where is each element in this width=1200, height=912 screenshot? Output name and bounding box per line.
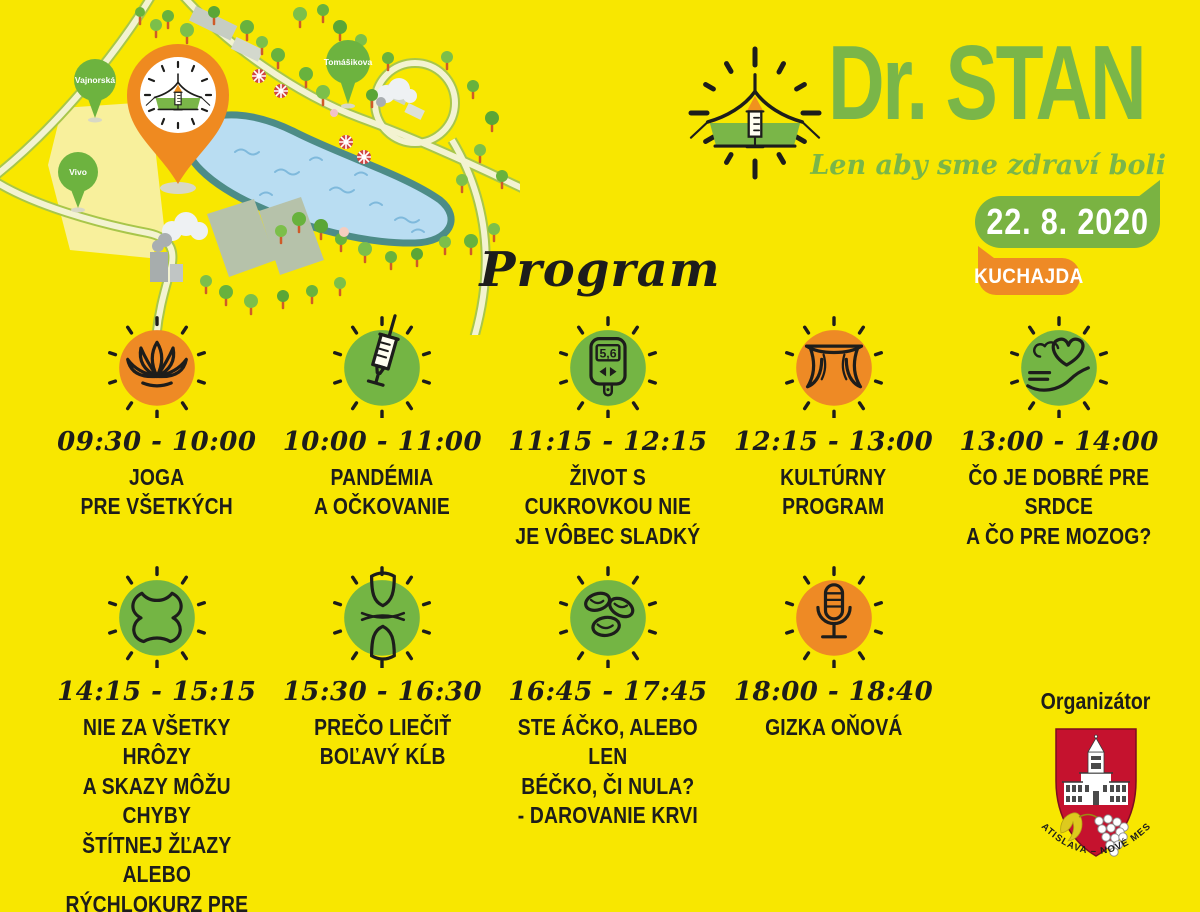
microphone-icon: [784, 566, 883, 668]
organizer-block: Organizátor: [1018, 688, 1174, 885]
shield-grape-emblem: [1060, 812, 1129, 857]
session-card: 15:30 - 16:30 PREČO LIEČIŤ BOĽAVÝ KĹB: [270, 564, 496, 912]
session-title: KULTÚRNY PROGRAM: [780, 464, 887, 520]
event-location-pin: [127, 44, 229, 194]
date-badge: 22. 8. 2020: [975, 196, 1160, 248]
program-row-1: 09:30 - 10:00 JOGA PRE VŠETKÝCH 10:00 - …: [44, 314, 1172, 551]
map-pin-vajnorska: Vajnorská: [74, 59, 116, 123]
joint-icon: [333, 566, 432, 668]
session-title: PREČO LIEČIŤ BOĽAVÝ KĹB: [313, 714, 452, 770]
map-pin-tomasikova: Tomášikova: [324, 40, 373, 109]
lake: [182, 111, 455, 247]
session-card: 09:30 - 10:00 JOGA PRE VŠETKÝCH: [44, 314, 270, 551]
session-title: ŽIVOT S CUKROVKOU NIE JE VÔBEC SLADKÝ: [515, 464, 701, 549]
clock-ticks: [143, 60, 213, 130]
session-card: 16:45 - 17:45 STE ÁČKO, ALEBO LEN BÉČKO,…: [495, 564, 721, 912]
svg-text:Tomášikova: Tomášikova: [324, 57, 373, 67]
session-card: 10:00 - 11:00 PANDÉMIA A OČKOVANIE: [270, 314, 496, 551]
svg-text:Vivo: Vivo: [69, 167, 87, 177]
session-time: 10:00 - 11:00: [282, 427, 483, 457]
program-row-2: 14:15 - 15:15 NIE ZA VŠETKY HRÔZY A SKAZ…: [44, 564, 1172, 912]
glucose-meter-icon: [559, 316, 657, 418]
map-buildings: [150, 6, 425, 282]
heart-in-hand-icon: [1010, 316, 1109, 418]
session-time: 09:30 - 10:00: [57, 427, 257, 457]
syringe-icon: [333, 314, 432, 418]
session-time: 14:15 - 15:15: [57, 677, 257, 707]
thyroid-icon: [107, 566, 206, 668]
session-time: 13:00 - 14:00: [959, 427, 1159, 457]
session-card: 12:15 - 13:00 KULTÚRNY PROGRAM: [721, 314, 947, 551]
session-card: 11:15 - 12:15 ŽIVOT S CUKROVKOU NIE JE V…: [495, 314, 721, 551]
session-title: JOGA PRE VŠETKÝCH: [80, 464, 233, 520]
clock-ticks: [688, 46, 822, 180]
session-title: PANDÉMIA A OČKOVANIE: [314, 464, 451, 520]
session-card: 13:00 - 14:00 ČO JE DOBRÉ PRE SRDCE A ČO…: [946, 314, 1172, 551]
session-time: 18:00 - 18:40: [733, 677, 934, 707]
program-heading: Program: [479, 242, 721, 298]
event-location: KUCHAJDA: [974, 264, 1084, 288]
blood-cells-icon: [559, 566, 657, 668]
shield-building: [1062, 734, 1130, 805]
theater-curtain-icon: [784, 316, 883, 418]
event-date: 22. 8. 2020: [986, 201, 1149, 242]
map-pin-vivo: Vivo: [58, 152, 98, 213]
tagline: Len aby sme zdraví boli: [810, 150, 1166, 181]
session-card: 18:00 - 18:40 GIZKA OŇOVÁ: [721, 564, 947, 912]
session-time: 15:30 - 16:30: [282, 677, 483, 707]
session-title: GIZKA OŇOVÁ: [764, 714, 903, 740]
session-title: STE ÁČKO, ALEBO LEN BÉČKO, ČI NULA? - DA…: [517, 714, 699, 829]
session-time: 16:45 - 17:45: [508, 677, 708, 707]
session-time: 12:15 - 13:00: [733, 427, 934, 457]
session-card: 14:15 - 15:15 NIE ZA VŠETKY HRÔZY A SKAZ…: [44, 564, 270, 912]
beach-umbrella-icons: [252, 69, 371, 237]
session-time: 11:15 - 12:15: [508, 427, 708, 457]
svg-text:Vajnorská: Vajnorská: [75, 75, 115, 85]
cloud-shapes: [152, 78, 417, 252]
coat-of-arms: BRATISLAVA – NOVÉ MESTO: [1031, 725, 1152, 857]
page-title: Dr. STAN: [828, 24, 1147, 142]
location-badge: KUCHAJDA: [974, 258, 1083, 295]
tent-logo-icon: [688, 46, 822, 180]
session-title: ČO JE DOBRÉ PRE SRDCE A ČO PRE MOZOG?: [966, 464, 1152, 549]
lotus-icon: [107, 316, 206, 418]
location-map: Vajnorská Tomášikova Vivo: [0, 0, 520, 335]
session-title: NIE ZA VŠETKY HRÔZY A SKAZY MÔŽU CHYBY Š…: [65, 714, 249, 912]
organizer-label: Organizátor: [1041, 688, 1151, 714]
